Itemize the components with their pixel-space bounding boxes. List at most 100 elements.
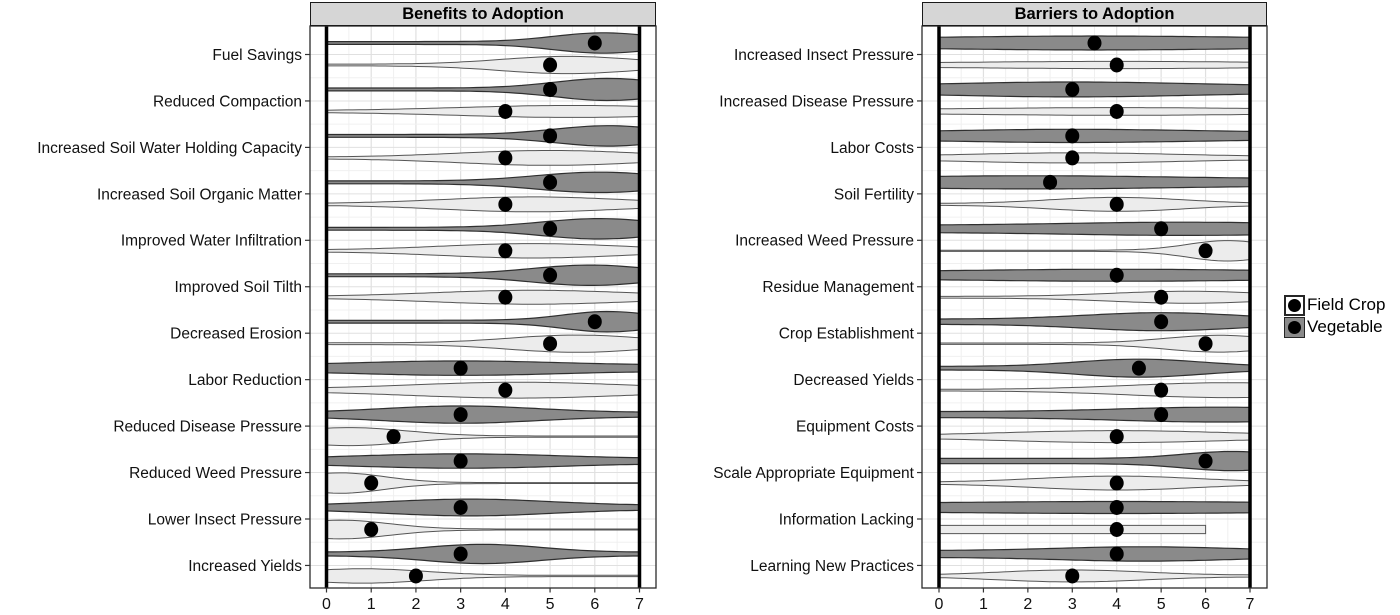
category-label: Reduced Weed Pressure (129, 465, 302, 482)
x-tick-label: 5 (546, 596, 555, 613)
median-dot-field-crop (1109, 196, 1124, 212)
median-dot-vegetable (1065, 81, 1080, 97)
median-dot-field-crop (364, 522, 379, 537)
violin-row (938, 35, 1251, 73)
violin-row (938, 81, 1251, 119)
violin-row (938, 500, 1251, 537)
median-dot-field-crop (364, 475, 379, 491)
category-label: Reduced Compaction (153, 93, 302, 110)
violin-vegetable (938, 128, 1251, 144)
median-dot-field-crop (498, 289, 513, 305)
panel-border (921, 25, 1268, 589)
median-dot-field-crop (1109, 522, 1124, 537)
median-dot-vegetable (1065, 128, 1080, 144)
benefits-title-text: Benefits to Adoption (402, 4, 564, 23)
x-tick-label: 3 (456, 596, 465, 613)
median-dot-field-crop (1154, 382, 1169, 398)
median-dot-field-crop (498, 150, 513, 166)
x-tick-label: 7 (1246, 596, 1255, 613)
violin-vegetable (938, 81, 1251, 98)
median-dot-vegetable (453, 453, 468, 469)
median-dot-vegetable (1154, 314, 1169, 330)
x-axis: 0 1 2 3 4 5 6 7 (322, 588, 644, 613)
median-dot-vegetable (543, 267, 558, 283)
median-dot-field-crop (1109, 429, 1124, 445)
barriers-title-text: Barriers to Adoption (1014, 4, 1175, 23)
category-label: Increased Yields (188, 558, 302, 575)
violin-row (325, 218, 641, 259)
category-label: Labor Reduction (188, 372, 302, 389)
median-dot-vegetable (453, 546, 468, 562)
field-crop-dot-icon (1288, 298, 1301, 312)
median-dot-field-crop (498, 382, 513, 398)
median-dot-vegetable (587, 314, 602, 330)
category-label: Equipment Costs (796, 419, 914, 436)
category-label: Information Lacking (779, 511, 914, 528)
median-dot-vegetable (543, 128, 558, 144)
median-dot-vegetable (453, 360, 468, 376)
category-label: Fuel Savings (212, 47, 302, 64)
panel-border (309, 25, 657, 589)
category-label: Residue Management (762, 279, 914, 296)
violin-row (325, 310, 641, 353)
category-label: Decreased Erosion (170, 326, 302, 343)
vegetable-key-icon (1284, 316, 1305, 338)
category-label: Lower Insect Pressure (148, 511, 302, 528)
category-label: Crop Establishment (779, 326, 915, 343)
legend-item-vegetable: Vegetable (1284, 316, 1385, 338)
category-label: Reduced Disease Pressure (113, 419, 302, 436)
x-tick-label: 4 (1112, 596, 1121, 613)
median-dot-vegetable (587, 35, 602, 51)
median-dot-field-crop (386, 429, 401, 445)
category-label: Improved Soil Tilth (175, 279, 303, 296)
x-tick-label: 1 (367, 596, 376, 613)
violin-row (938, 267, 1251, 305)
category-label: Scale Appropriate Equipment (713, 465, 914, 482)
median-dot-vegetable (1109, 546, 1124, 562)
x-tick-label: 6 (1201, 596, 1210, 613)
violin-field-crop (938, 107, 1251, 116)
x-tick-label: 0 (322, 596, 331, 613)
category-label: Increased Soil Water Holding Capacity (37, 140, 302, 157)
x-tick-label: 3 (1068, 596, 1077, 613)
violin-vegetable (938, 221, 1251, 236)
violin-row (325, 360, 641, 399)
x-tick-label: 7 (635, 596, 644, 613)
violin-row (325, 543, 641, 584)
violin-field-crop (938, 152, 1251, 164)
legend-label-field-crop: Field Crop (1307, 295, 1386, 314)
median-dot-field-crop (1154, 289, 1169, 305)
median-dot-vegetable (543, 174, 558, 190)
median-dot-field-crop (498, 243, 513, 259)
median-dot-vegetable (1154, 221, 1169, 237)
category-label: Increased Insect Pressure (734, 47, 914, 64)
median-dot-vegetable (1198, 453, 1213, 469)
violin-row (938, 406, 1251, 445)
legend-item-field-crop: Field Crop (1284, 294, 1385, 316)
benefits-panel-title: Benefits to Adoption (310, 2, 656, 26)
median-dot-field-crop (1109, 103, 1124, 119)
category-label: Increased Disease Pressure (719, 93, 914, 110)
median-dot-field-crop (498, 196, 513, 212)
median-dot-vegetable (453, 500, 468, 515)
violin-row (938, 450, 1251, 491)
median-dot-field-crop (1198, 243, 1213, 259)
median-dot-vegetable (1109, 267, 1124, 283)
legend: Field Crop Vegetable (1284, 294, 1385, 338)
category-label: Increased Soil Organic Matter (97, 186, 302, 203)
x-tick-label: 4 (501, 596, 510, 613)
median-dot-vegetable (453, 407, 468, 423)
median-dot-vegetable (1087, 35, 1102, 51)
x-tick-label: 2 (1023, 596, 1032, 613)
violin-row (938, 312, 1251, 353)
y-axis: Increased Insect Pressure Increased Disea… (713, 47, 922, 575)
median-dot-vegetable (1131, 360, 1146, 376)
violin-vegetable (938, 500, 1251, 515)
median-dot-vegetable (1109, 500, 1124, 515)
x-tick-label: 2 (411, 596, 420, 613)
category-label: Labor Costs (830, 140, 914, 157)
x-tick-label: 5 (1157, 596, 1166, 613)
